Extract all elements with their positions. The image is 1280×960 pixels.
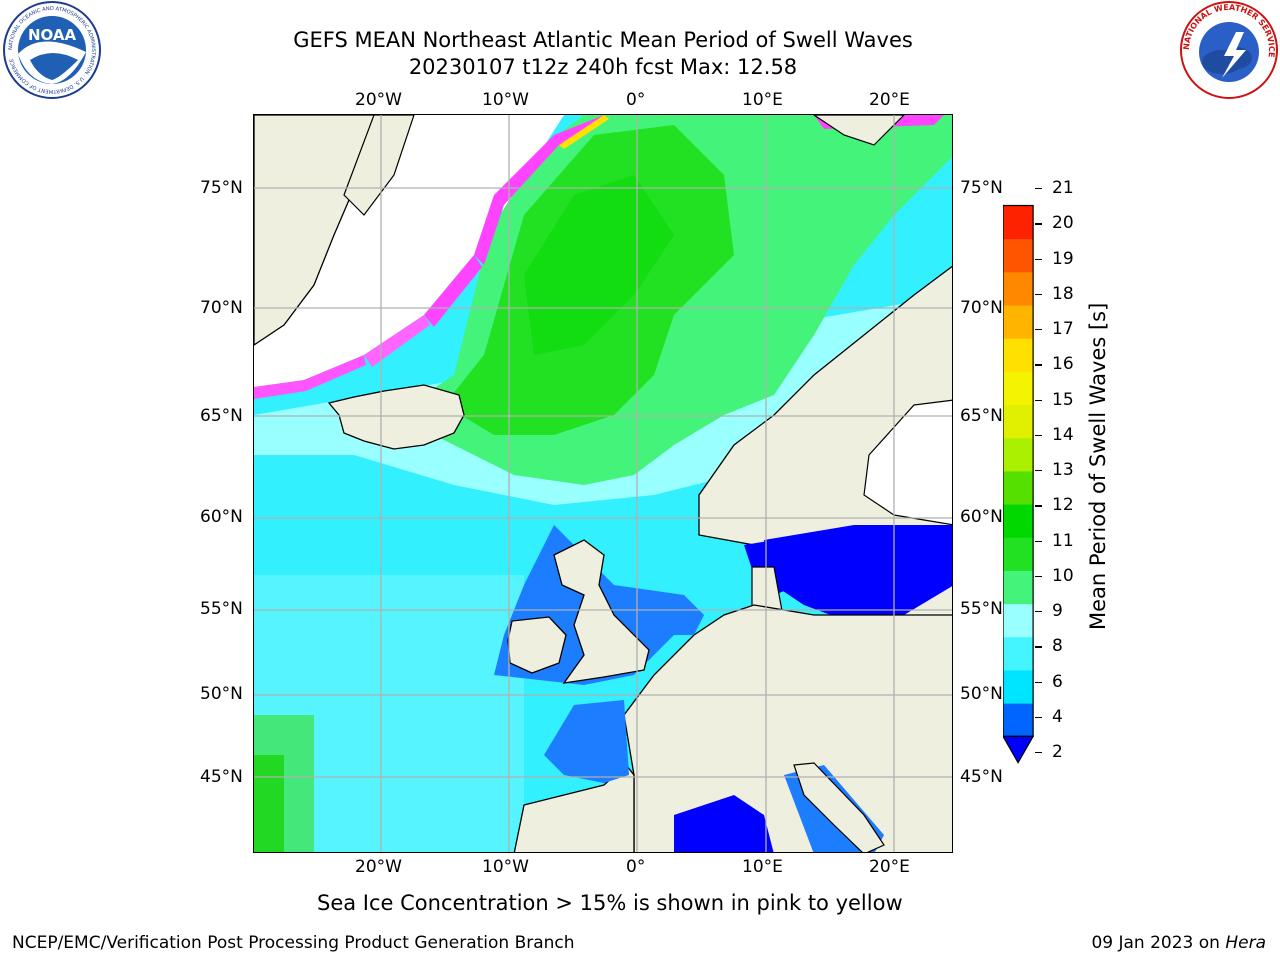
- colorbar: [1003, 204, 1035, 764]
- lat-tick-left-55n: 55°N: [200, 599, 243, 619]
- map-title: GEFS MEAN Northeast Atlantic Mean Period…: [293, 28, 913, 52]
- colorbar-block: [1003, 636, 1034, 671]
- lat-tick-left-65n: 65°N: [200, 406, 243, 426]
- colorbar-block: [1003, 504, 1034, 538]
- colorbar-tick-mark: [1035, 716, 1042, 719]
- colorbar-tick-mark: [1035, 646, 1042, 648]
- colorbar-tick-label: 20: [1052, 213, 1074, 234]
- sea-ice-caption: Sea Ice Concentration > 15% is shown in …: [317, 891, 903, 915]
- colorbar-tick-label: 21: [1052, 178, 1074, 198]
- colorbar-block: [1003, 238, 1034, 273]
- colorbar-tick-mark: [1035, 540, 1042, 542]
- noaa-logo-text: NOAA: [28, 26, 77, 44]
- lat-tick-right-75n: 75°N: [960, 178, 1003, 198]
- noaa-logo: NATIONAL OCEANIC AND ATMOSPHERIC ADMINIS…: [3, 1, 101, 99]
- lon-tick-bottom-20w: 20°W: [355, 857, 402, 877]
- map-panel: [253, 114, 953, 853]
- colorbar-block: [1003, 537, 1034, 571]
- colorbar-tick-mark: [1035, 188, 1042, 190]
- swell-period-map: [254, 115, 952, 852]
- lon-tick-top-10w: 10°W: [482, 90, 529, 110]
- colorbar-tick-mark: [1035, 223, 1042, 225]
- lat-tick-left-70n: 70°N: [200, 298, 243, 318]
- lon-tick-bottom-10w: 10°W: [482, 857, 529, 877]
- lon-tick-bottom-10e: 10°E: [742, 857, 783, 877]
- colorbar-tick-mark: [1035, 434, 1042, 437]
- colorbar-ticks: 2 4 6 8 9 10 11 12 13 14 15 16 17 18 19 20 21: [1035, 178, 1094, 770]
- colorbar-under-arrow: [1003, 735, 1035, 764]
- colorbar-tick-mark: [1035, 611, 1042, 613]
- footer-credit: NCEP/EMC/Verification Post Processing Pr…: [12, 933, 575, 953]
- lon-tick-top-0: 0°: [626, 90, 646, 110]
- lon-tick-top-20e: 20°E: [869, 90, 910, 110]
- lat-tick-left-75n: 75°N: [200, 178, 243, 198]
- lat-tick-right-55n: 55°N: [960, 599, 1003, 619]
- colorbar-tick-label: 9: [1052, 601, 1063, 621]
- colorbar-tick-label: 15: [1052, 389, 1074, 410]
- colorbar-tick-mark: [1035, 505, 1042, 507]
- colorbar-tick-mark: [1035, 575, 1042, 578]
- lon-tick-top-20w: 20°W: [355, 90, 402, 110]
- lat-tick-right-60n: 60°N: [960, 507, 1003, 527]
- colorbar-tick-mark: [1035, 752, 1042, 754]
- nws-logo: NATIONAL WEATHER SERVICE: [1180, 1, 1278, 99]
- colorbar-block: [1003, 404, 1034, 439]
- colorbar-block: [1003, 338, 1034, 372]
- colorbar-block: [1003, 603, 1034, 638]
- colorbar-tick-mark: [1035, 329, 1042, 331]
- colorbar-tick-label: 2: [1052, 742, 1063, 762]
- lon-tick-top-10e: 10°E: [742, 90, 783, 110]
- lat-tick-left-45n: 45°N: [200, 767, 243, 787]
- colorbar-tick-mark: [1035, 293, 1042, 296]
- colorbar-tick-mark: [1035, 681, 1042, 683]
- lat-tick-right-70n: 70°N: [960, 298, 1003, 318]
- colorbar-block: [1003, 703, 1034, 737]
- colorbar-tick-label: 13: [1052, 460, 1074, 480]
- lon-tick-bottom-0: 0°: [626, 857, 646, 877]
- colorbar-block: [1003, 305, 1034, 339]
- footer-date-text: 09 Jan 2023 on: [1091, 933, 1226, 953]
- colorbar-block: [1003, 371, 1034, 406]
- footer-date: 09 Jan 2023 on Hera: [1091, 933, 1266, 953]
- colorbar-tick-label: 4: [1052, 706, 1063, 727]
- colorbar-block: [1003, 437, 1034, 472]
- colorbar-tick-label: 12: [1052, 495, 1074, 516]
- colorbar-block: [1003, 570, 1034, 605]
- colorbar-tick-label: 11: [1052, 530, 1074, 551]
- footer-host: Hera: [1225, 933, 1266, 953]
- colorbar-tick-mark: [1035, 258, 1042, 260]
- colorbar-tick-label: 16: [1052, 354, 1074, 375]
- map-subtitle: 20230107 t12z 240h fcst Max: 12.58: [408, 55, 798, 79]
- lat-tick-right-50n: 50°N: [960, 684, 1003, 704]
- colorbar-tick-label: 6: [1052, 671, 1063, 692]
- colorbar-label: Mean Period of Swell Waves [s]: [1086, 302, 1110, 630]
- colorbar-block: [1003, 470, 1034, 505]
- colorbar-tick-mark: [1035, 399, 1042, 401]
- colorbar-tick-label: 14: [1052, 424, 1074, 445]
- lat-tick-left-50n: 50°N: [200, 684, 243, 704]
- colorbar-tick-label: 19: [1052, 248, 1074, 269]
- colorbar-block: [1003, 271, 1034, 306]
- colorbar-tick-label: 10: [1052, 565, 1074, 586]
- colorbar-outline: [1003, 204, 1034, 737]
- lat-tick-right-45n: 45°N: [960, 767, 1003, 787]
- colorbar-tick-label: 17: [1052, 319, 1074, 339]
- colorbar-tick-mark: [1035, 470, 1042, 472]
- colorbar-tick-label: 8: [1052, 636, 1063, 657]
- lat-tick-left-60n: 60°N: [200, 507, 243, 527]
- colorbar-tick-mark: [1035, 364, 1042, 366]
- colorbar-tick-label: 18: [1052, 283, 1074, 304]
- colorbar-block: [1003, 205, 1034, 240]
- lat-tick-right-65n: 65°N: [960, 406, 1003, 426]
- colorbar-block: [1003, 669, 1034, 704]
- lon-tick-bottom-20e: 20°E: [869, 857, 910, 877]
